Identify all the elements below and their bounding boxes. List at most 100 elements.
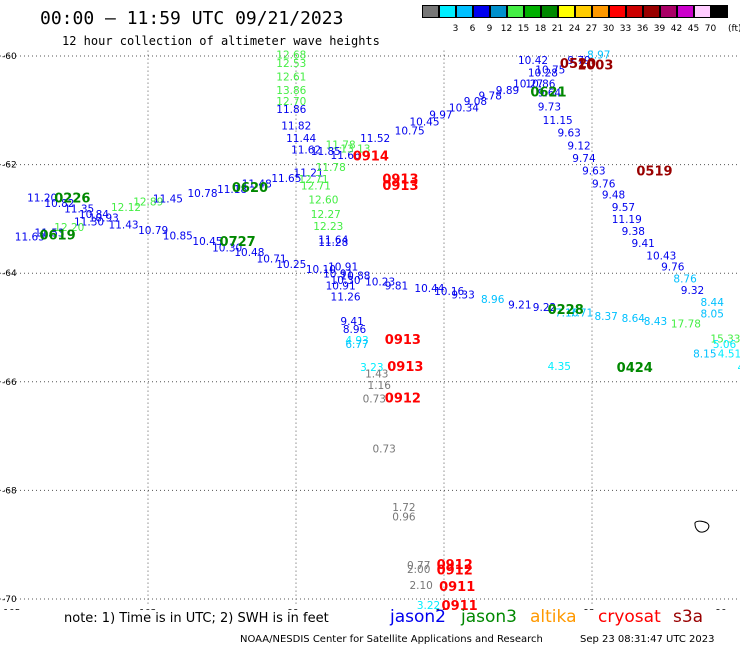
wave-height-value: 10.44 (414, 283, 444, 295)
wave-height-value: 3.23 (360, 362, 383, 374)
wave-height-value: 9.41 (340, 316, 363, 328)
legend-swatch (490, 5, 507, 18)
pass-time-label: 0911 (442, 599, 478, 610)
legend-label: 27 (585, 24, 598, 34)
wave-height-value: 4 (738, 362, 740, 374)
wave-height-value: 8.05 (701, 309, 724, 321)
wave-height-value: 9.97 (429, 109, 452, 121)
wave-height-value: 11.64 (318, 234, 348, 246)
wave-height-value: 10.84 (79, 209, 109, 221)
wave-height-value: 15.33 (710, 334, 740, 346)
wave-height-value: 12.23 (313, 221, 343, 233)
wave-height-value: 10.30 (331, 275, 361, 287)
wave-height-value: 7.16 (555, 308, 579, 320)
wave-height-value: 9.73 (538, 101, 561, 113)
wave-height-value: 10.78 (187, 188, 217, 200)
wave-height-value: 11.48 (242, 178, 272, 190)
mission-cryosat: cryosat (598, 607, 661, 627)
wave-height-value: 4.93 (345, 335, 368, 347)
wave-height-value: 11.19 (612, 214, 642, 226)
wave-height-value: 9.41 (631, 238, 654, 250)
wave-height-value: 2.00 (407, 564, 430, 576)
footer-note: note: 1) Time is in UTC; 2) SWH is in fe… (64, 611, 329, 626)
wave-height-value: 12.70 (276, 96, 306, 108)
mission-altika: altika (530, 607, 577, 627)
legend-swatch (694, 5, 711, 18)
legend-swatch (592, 5, 609, 18)
wave-height-value: 12.12 (111, 202, 141, 214)
legend-swatch (643, 5, 660, 18)
y-tick-label: -70 (2, 595, 17, 605)
pass-time-label: 0912 (437, 564, 473, 579)
wave-height-value: 12.27 (311, 209, 341, 221)
wave-height-value: 11.28 (318, 237, 348, 249)
wave-height-value: 10.45 (409, 117, 439, 129)
wave-height-value: 10.45 (192, 236, 222, 248)
wave-height-value: 11.44 (286, 133, 316, 145)
legend-swatch (711, 5, 728, 18)
wave-height-value: 8.37 (594, 311, 617, 323)
legend-swatch (524, 5, 541, 18)
y-tick-label: -66 (2, 378, 17, 388)
wave-height-map: -105 -102 -99 -96 -93 -90 -60 -62 -64 -66 -68 -70 1… (0, 50, 740, 610)
wave-height-value: 9.38 (622, 226, 645, 238)
wave-height-value: 11.65 (271, 173, 301, 185)
wave-height-value: 9.57 (612, 202, 635, 214)
wave-height-value: 8.64 (622, 313, 646, 325)
x-tick-label: -90 (712, 608, 727, 610)
page-subtitle: 12 hour collection of altimeter wave hei… (62, 34, 380, 48)
wave-height-value: 9.32 (681, 285, 704, 297)
pass-time-label: 0727 (220, 235, 256, 250)
wave-height-value: 10.34 (449, 102, 479, 114)
wave-height-value: 11.43 (109, 220, 139, 232)
mission-jason2: jason2 (390, 607, 446, 627)
wave-height-value: 9.21 (508, 299, 531, 311)
pass-time-label: 0914 (353, 149, 389, 164)
wave-height-value: 11.66 (331, 150, 361, 162)
legend-unit: (ft) (728, 24, 740, 34)
legend-label: 24 (568, 24, 581, 34)
wave-height-value: 9.33 (451, 290, 474, 302)
wave-height-value: 11.86 (276, 104, 306, 116)
wave-height-value: 0.73 (372, 443, 395, 455)
wave-height-value: 10.91 (328, 261, 358, 273)
legend-label: 9 (486, 24, 493, 34)
wave-height-value: 11.15 (543, 115, 573, 127)
pass-time-label: 0519 (636, 164, 672, 179)
pass-time-label: 0520 (560, 57, 596, 72)
wave-height-value: 9.63 (582, 165, 605, 177)
wave-height-value: 10.28 (528, 68, 558, 80)
pass-time-labels: 0226 0619 0727 0620 0621 0228 0424 0519 05201003… (39, 57, 672, 610)
wave-height-value: 11.82 (281, 120, 311, 132)
wave-height-value: 10.10 (306, 264, 336, 276)
wave-height-value: 8.43 (644, 316, 667, 328)
wave-height-value: 12.71 (298, 174, 328, 186)
wave-height-value: 9.76 (592, 178, 616, 190)
wave-height-value: 8.44 (701, 297, 725, 309)
wave-height-value: 3.22 (417, 600, 440, 610)
legend-swatch (575, 5, 592, 18)
wave-height-value: 10.79 (138, 225, 168, 237)
generated-timestamp: Sep 23 08:31:47 UTC 2023 (580, 634, 715, 645)
wave-height-value: 12.68 (276, 50, 306, 62)
legend-label: 45 (687, 24, 700, 34)
wave-height-value: 6.77 (345, 339, 368, 351)
legend-swatch (507, 5, 524, 18)
wave-height-value: 11.18 (217, 184, 247, 196)
wave-height-value: 11.26 (331, 291, 361, 303)
wave-height-value: 9.89 (496, 85, 519, 97)
wave-height-value: 11.20 (27, 193, 57, 205)
pass-time-label: 0424 (617, 361, 653, 376)
wave-height-value: 11.45 (153, 194, 183, 206)
mission-s3a: s3a (673, 607, 704, 627)
wave-height-value: 11.52 (360, 133, 390, 145)
wave-height-value: 10.75 (535, 64, 565, 76)
legend-label: 21 (551, 24, 564, 34)
legend-swatch (609, 5, 626, 18)
x-tick-label: -99 (284, 608, 299, 610)
x-tick-label: -93 (580, 608, 595, 610)
wave-height-value: 12.89 (133, 196, 163, 208)
legend-label: 33 (619, 24, 632, 34)
wave-height-value: 11.53 (35, 227, 65, 239)
